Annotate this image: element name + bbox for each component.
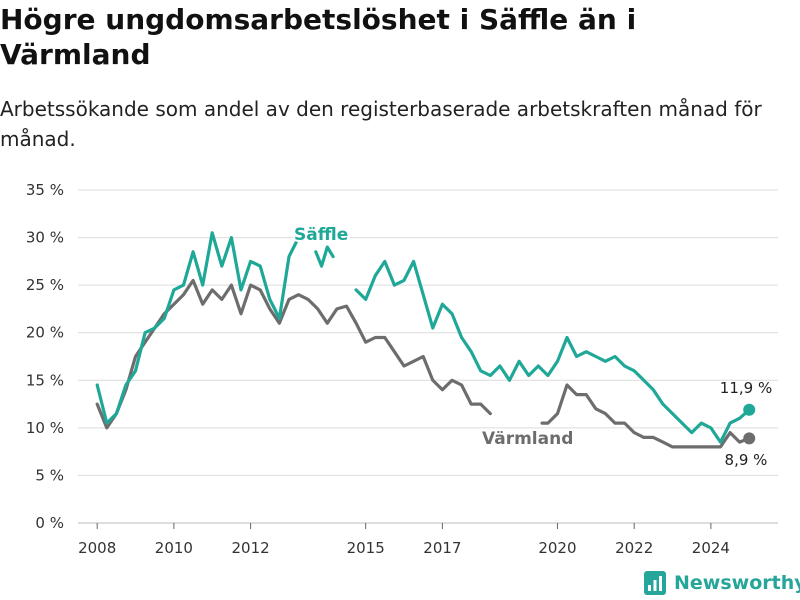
y-tick-label: 30 % bbox=[26, 229, 64, 247]
y-tick-label: 35 % bbox=[26, 181, 64, 199]
x-tick-label: 2017 bbox=[423, 539, 461, 557]
x-tick-label: 2022 bbox=[615, 539, 653, 557]
y-tick-label: 25 % bbox=[26, 276, 64, 294]
x-tick-label: 2015 bbox=[347, 539, 385, 557]
x-tick-label: 2008 bbox=[78, 539, 116, 557]
series-endpoint-varmland bbox=[743, 432, 756, 445]
x-tick-label: 2020 bbox=[538, 539, 576, 557]
grid-lines bbox=[78, 189, 778, 524]
series-line-varmland bbox=[95, 278, 751, 449]
chart-title: Högre ungdomsarbetslöshet i Säffle än i … bbox=[0, 3, 637, 71]
y-tick-label: 15 % bbox=[26, 371, 64, 389]
series-labels: Säffle Värmland 11,9 % 8,9 % bbox=[292, 223, 772, 469]
y-tick-label: 0 % bbox=[35, 514, 64, 532]
series-label-varmland: Värmland bbox=[482, 429, 573, 449]
series-label-saffle: Säffle bbox=[294, 225, 348, 245]
line-chart: 0 %5 %10 %15 %20 %25 %30 %35 % 2008 2010 2… bbox=[26, 181, 778, 557]
newsworthy-logo: Newsworthy bbox=[644, 568, 800, 598]
series-endpoint-saffle bbox=[743, 403, 756, 416]
end-value-saffle: 11,9 % bbox=[720, 379, 772, 397]
end-value-varmland: 8,9 % bbox=[725, 451, 768, 469]
y-tick-label: 20 % bbox=[26, 324, 64, 342]
y-tick-label: 5 % bbox=[35, 466, 64, 484]
brand-name: Newsworthy bbox=[674, 572, 800, 594]
x-tick-label: 2010 bbox=[155, 539, 193, 557]
series-lines bbox=[95, 231, 756, 449]
x-tick-label: 2012 bbox=[232, 539, 270, 557]
y-axis-ticks: 0 % 5 % 10 % 15 % 20 % 25 % 30 % 35 % bbox=[26, 181, 64, 532]
x-axis: 2008 2010 2012 2015 2017 2020 2022 2024 bbox=[78, 523, 730, 557]
y-tick-label: 10 % bbox=[26, 419, 64, 437]
series-line-saffle bbox=[95, 231, 751, 444]
x-tick-label: 2024 bbox=[692, 539, 730, 557]
chart-subtitle: Arbetssökande som andel av den registerb… bbox=[0, 97, 762, 151]
newsworthy-logo-icon bbox=[644, 571, 666, 595]
